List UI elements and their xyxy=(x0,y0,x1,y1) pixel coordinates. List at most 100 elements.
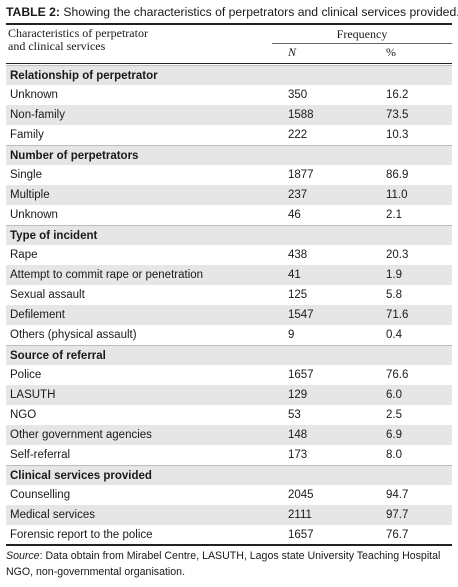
table-row: Self-referral 173 8.0 xyxy=(6,445,452,465)
row-label: Sexual assault xyxy=(10,289,85,301)
row-label: Unknown xyxy=(10,89,58,101)
row-label: Counselling xyxy=(10,489,71,501)
cell-n: 41 xyxy=(288,269,301,281)
table-row: Family 222 10.3 xyxy=(6,125,452,145)
cell-percent: 16.2 xyxy=(386,89,409,101)
column-header-line1: Characteristics of perpetrator xyxy=(8,26,148,40)
cell-n: 53 xyxy=(288,409,301,421)
table-row: LASUTH 129 6.0 xyxy=(6,385,452,405)
source-text: : Data obtain from Mirabel Centre, LASUT… xyxy=(39,550,441,562)
cell-n: 125 xyxy=(288,289,308,301)
cell-percent: 1.9 xyxy=(386,269,402,281)
table-row: NGO 53 2.5 xyxy=(6,405,452,425)
row-label: Defilement xyxy=(10,309,65,321)
cell-n: 9 xyxy=(288,329,295,341)
cell-n: 129 xyxy=(288,389,308,401)
cell-percent: 2.1 xyxy=(386,209,402,221)
header-rule xyxy=(6,63,452,64)
section-header-row: Type of incident xyxy=(6,225,452,245)
row-label: NGO xyxy=(10,409,37,421)
row-label: Attempt to commit rape or penetration xyxy=(10,269,204,281)
row-label: Medical services xyxy=(10,509,95,521)
table-row: Unknown 46 2.1 xyxy=(6,205,452,225)
section-header-row: Source of referral xyxy=(6,345,452,365)
caption-label: TABLE 2: xyxy=(6,5,60,19)
cell-n: 1657 xyxy=(288,369,314,381)
cell-percent: 97.7 xyxy=(386,509,409,521)
row-label: LASUTH xyxy=(10,389,56,401)
source-label: Source xyxy=(6,550,40,562)
cell-percent: 76.6 xyxy=(386,369,409,381)
cell-percent: 10.3 xyxy=(386,129,409,141)
cell-percent: 73.5 xyxy=(386,109,409,121)
table-source-note: Source: Data obtain from Mirabel Centre,… xyxy=(6,548,454,580)
cell-percent: 0.4 xyxy=(386,329,402,341)
table-row: Defilement 1547 71.6 xyxy=(6,305,452,325)
column-header-frequency: Frequency xyxy=(336,27,388,41)
cell-n: 1547 xyxy=(288,309,314,321)
cell-n: 438 xyxy=(288,249,308,261)
table-row: Non-family 1588 73.5 xyxy=(6,105,452,125)
section-label: Type of incident xyxy=(10,230,98,242)
caption-text: Showing the characteristics of perpetrat… xyxy=(59,5,458,19)
table-row: Single 1877 86.9 xyxy=(6,165,452,185)
cell-percent: 20.3 xyxy=(386,249,409,261)
cell-percent: 8.0 xyxy=(386,449,402,461)
table-caption: TABLE 2: Showing the characteristics of … xyxy=(6,3,458,21)
row-label: Others (physical assault) xyxy=(10,329,137,341)
section-label: Relationship of perpetrator xyxy=(10,70,158,82)
table-row: Attempt to commit rape or penetration 41 1… xyxy=(6,265,452,285)
cell-percent: 71.6 xyxy=(386,309,409,321)
cell-percent: 6.9 xyxy=(386,429,402,441)
cell-n: 237 xyxy=(288,189,308,201)
section-label: Source of referral xyxy=(10,350,106,362)
table-row: Rape 438 20.3 xyxy=(6,245,452,265)
cell-n: 46 xyxy=(288,209,301,221)
row-label: Multiple xyxy=(10,189,50,201)
table-row: Medical services 2111 97.7 xyxy=(6,505,452,525)
cell-n: 2111 xyxy=(288,509,312,521)
cell-n: 1588 xyxy=(288,109,314,121)
cell-percent: 2.5 xyxy=(386,409,402,421)
row-label: Self-referral xyxy=(10,449,71,461)
source-line2: NGO, non-governmental organisation. xyxy=(6,566,186,578)
cell-n: 173 xyxy=(288,449,308,461)
row-label: Rape xyxy=(10,249,38,261)
cell-percent: 86.9 xyxy=(386,169,409,181)
row-label: Other government agencies xyxy=(10,429,152,441)
column-header-line2: and clinical services xyxy=(8,39,106,53)
row-label: Family xyxy=(10,129,44,141)
row-label: Police xyxy=(10,369,42,381)
table-row: Forensic report to the police 1657 76.7 xyxy=(6,525,452,545)
bottom-rule xyxy=(6,544,452,546)
cell-n: 1657 xyxy=(288,529,314,541)
cell-n: 222 xyxy=(288,129,308,141)
cell-percent: 11.0 xyxy=(386,189,408,201)
cell-percent: 5.8 xyxy=(386,289,402,301)
cell-percent: 94.7 xyxy=(386,489,409,501)
table-row: Multiple 237 11.0 xyxy=(6,185,452,205)
cell-n: 1877 xyxy=(288,169,314,181)
column-header-n: N xyxy=(288,45,297,59)
column-header-characteristics: Characteristics of perpetrator and clini… xyxy=(8,27,148,53)
table-row: Police 1657 76.6 xyxy=(6,365,452,385)
section-label: Number of perpetrators xyxy=(10,150,139,162)
row-label: Forensic report to the police xyxy=(10,529,153,541)
section-header-row: Number of perpetrators xyxy=(6,145,452,165)
row-label: Non-family xyxy=(10,109,65,121)
table-row: Sexual assault 125 5.8 xyxy=(6,285,452,305)
cell-n: 2045 xyxy=(288,489,314,501)
cell-percent: 76.7 xyxy=(386,529,409,541)
cell-percent: 6.0 xyxy=(386,389,402,401)
row-label: Single xyxy=(10,169,42,181)
section-header-row: Relationship of perpetrator xyxy=(6,65,452,85)
table-row: Counselling 2045 94.7 xyxy=(6,485,452,505)
section-label: Clinical services provided xyxy=(10,470,152,482)
table-row: Unknown 350 16.2 xyxy=(6,85,452,105)
table-row: Others (physical assault) 9 0.4 xyxy=(6,325,452,345)
section-header-row: Clinical services provided xyxy=(6,465,452,485)
column-header-percent: % xyxy=(386,45,396,59)
table-row: Other government agencies 148 6.9 xyxy=(6,425,452,445)
cell-n: 148 xyxy=(288,429,308,441)
